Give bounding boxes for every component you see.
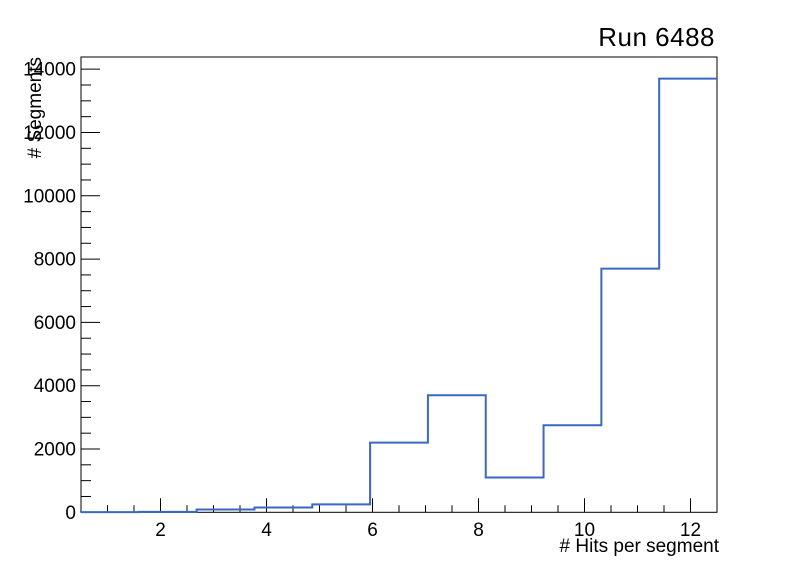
- y-tick-label: 12000: [23, 123, 76, 144]
- x-tick-label: 12: [680, 520, 701, 541]
- x-axis-title: # Hits per segment: [560, 536, 720, 557]
- y-tick-label: 14000: [23, 60, 76, 81]
- y-tick-label: 0: [65, 503, 76, 524]
- y-tick-label: 6000: [34, 313, 76, 334]
- x-tick-label: 6: [367, 520, 378, 541]
- y-axis-title: # Segments: [25, 57, 46, 158]
- y-tick-label: 8000: [34, 250, 76, 271]
- x-tick-label: 4: [261, 520, 272, 541]
- plot-title: Run 6488: [598, 22, 715, 52]
- plot-frame: [80, 56, 718, 513]
- y-tick-label: 2000: [34, 439, 76, 460]
- x-tick-label: 10: [574, 520, 595, 541]
- y-tick-label: 10000: [23, 186, 76, 207]
- y-tick-label: 4000: [34, 376, 76, 397]
- x-tick-label: 2: [155, 520, 166, 541]
- x-tick-label: 8: [473, 520, 484, 541]
- histogram-line: [80, 77, 717, 514]
- axis-ticks: 0 2000 4000 6000 8000 10000 12000 14000 2 4 6 8 10 12: [23, 60, 701, 541]
